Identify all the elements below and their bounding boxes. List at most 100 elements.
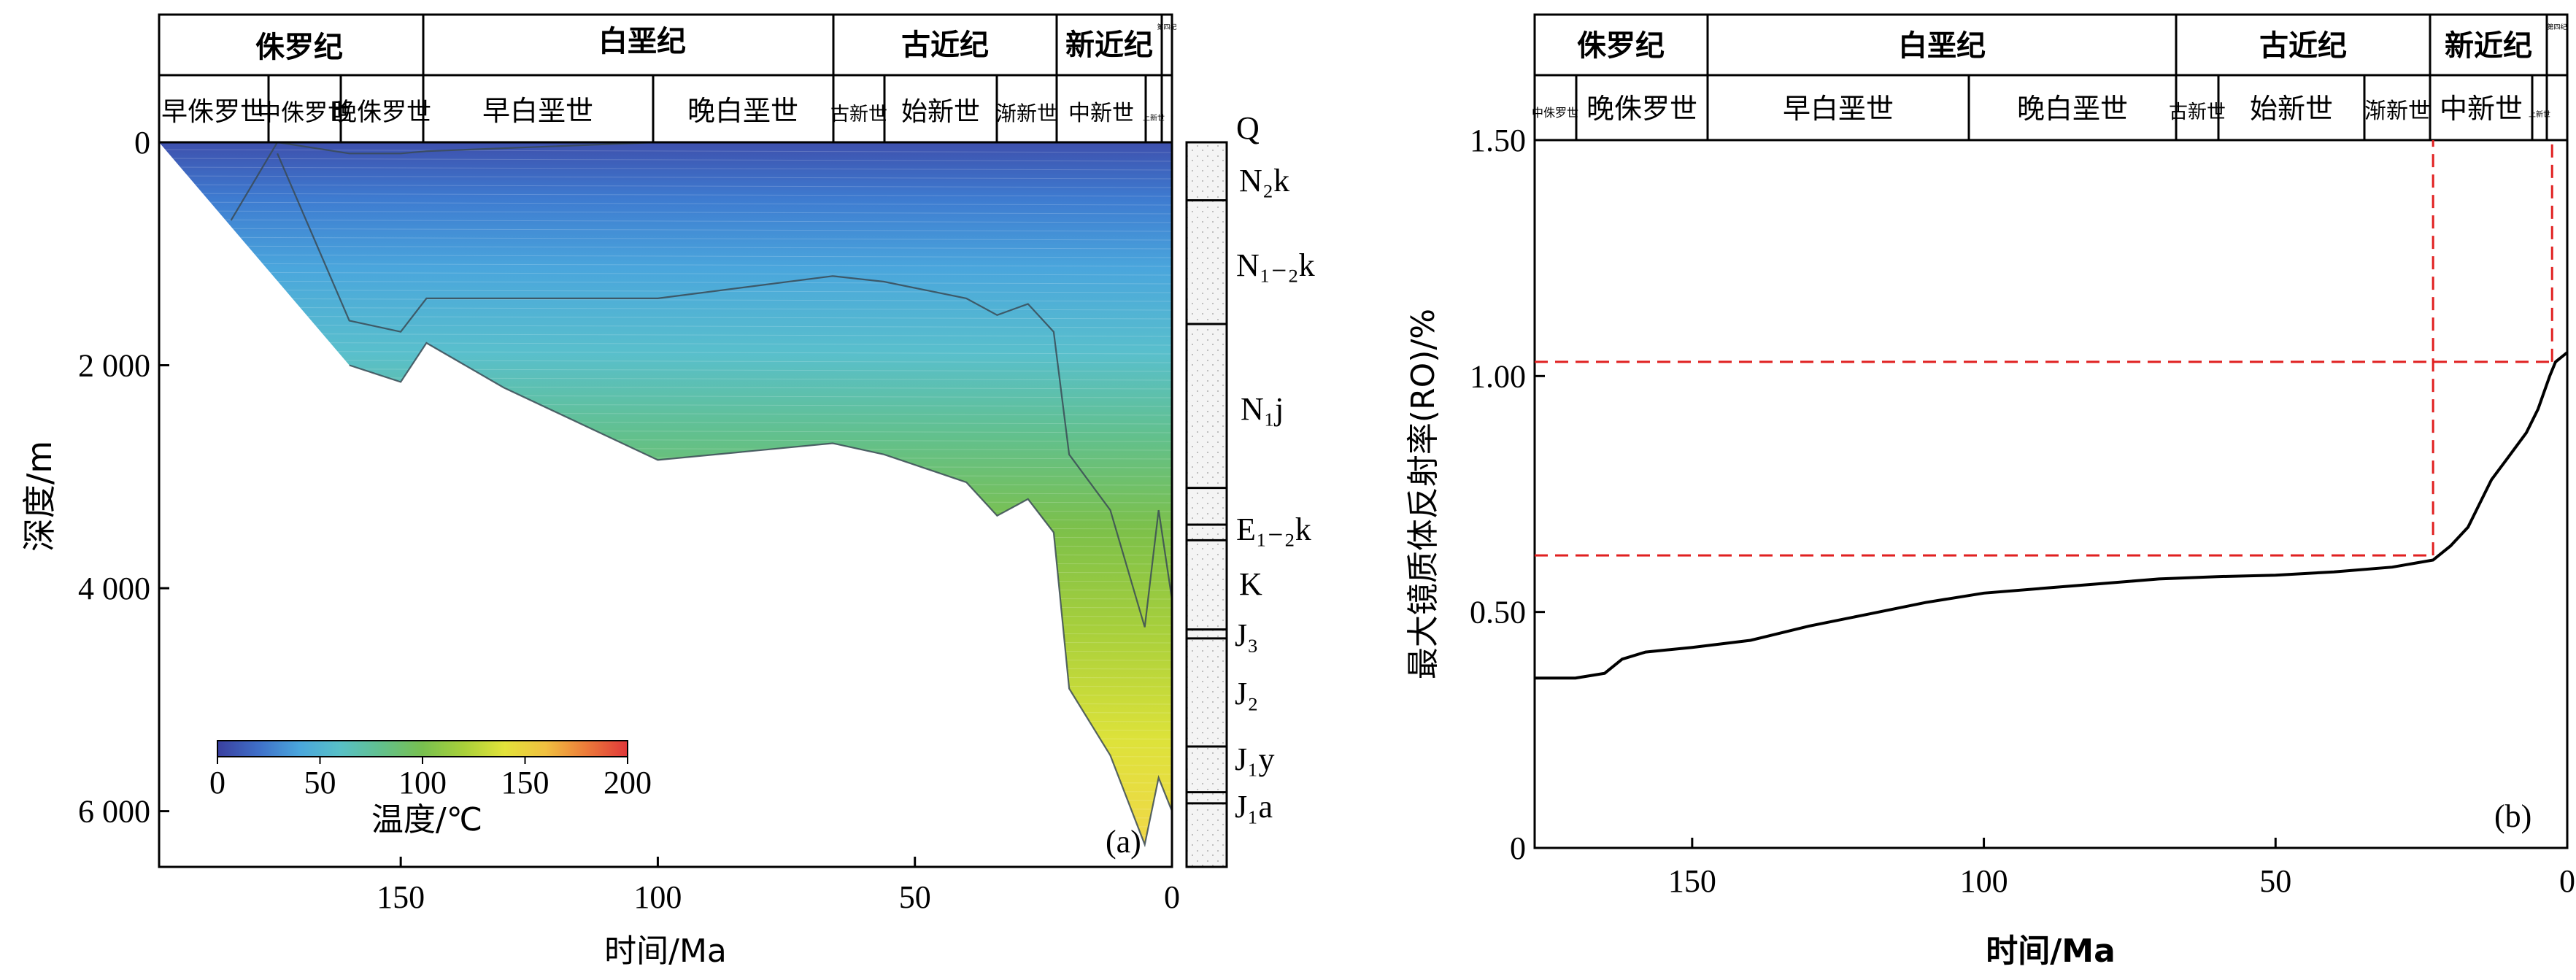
hatch-line — [159, 718, 1172, 722]
hatch-line — [159, 630, 1172, 635]
hatch-line — [159, 324, 1172, 328]
hatch-line — [159, 289, 1172, 293]
hatch-line — [159, 201, 1172, 206]
hatch-line — [159, 709, 1172, 714]
a-epoch-late-jurassic: 晚侏罗世 — [332, 98, 431, 127]
b-epoch-oligocene: 渐新世 — [2364, 99, 2430, 124]
hatch-line — [159, 543, 1172, 547]
b-period-jurassic: 侏罗纪 — [1577, 28, 1665, 63]
hatch-line — [159, 499, 1172, 503]
a-y-tick-label: 0 — [134, 125, 150, 161]
hatch-line — [159, 823, 1172, 827]
a-epoch-middle-jurassic: 中侏罗世 — [258, 99, 351, 126]
hatch-line — [159, 806, 1172, 810]
hatch-line — [159, 306, 1172, 311]
hatch-line — [159, 797, 1172, 801]
hatch-line — [159, 841, 1172, 845]
hatch-line — [159, 473, 1172, 477]
hatch-line — [159, 832, 1172, 836]
hatch-line — [159, 420, 1172, 425]
panel-a-frame — [158, 141, 1173, 868]
hatch-line — [159, 665, 1172, 670]
hatch-line — [159, 595, 1172, 600]
a-x-tick-label: 50 — [899, 879, 931, 915]
panel-b-x-axis-title: 时间/Ma — [1986, 933, 2116, 970]
formation-j1y: J₁y — [1235, 741, 1274, 777]
panel-a-label: (a) — [1106, 824, 1141, 860]
hatch-line — [159, 657, 1172, 661]
colorbar-tick-label: 100 — [398, 765, 447, 800]
hatch-line — [159, 394, 1172, 398]
formation-n2k: N₂k — [1239, 163, 1289, 198]
formation-j2: J₂ — [1235, 676, 1258, 711]
hatch-line — [159, 604, 1172, 609]
hatch-line — [159, 377, 1172, 381]
a-y-tick-label: 6 000 — [78, 794, 150, 830]
reference-lines — [1535, 140, 2553, 557]
a-period-quaternary: 第四纪 — [1157, 23, 1176, 31]
colorbar-title: 温度/℃ — [371, 801, 482, 838]
formation-q: Q — [1236, 110, 1260, 146]
burial-curve-2 — [277, 153, 1172, 628]
hatch-line — [159, 692, 1172, 696]
b-period-neogene: 新近纪 — [2445, 28, 2532, 63]
hatch-line — [159, 490, 1172, 495]
burial-curve-1 — [230, 142, 1172, 221]
a-epoch-late-cretaceous: 晚白垩世 — [687, 95, 798, 127]
hatch-line — [159, 569, 1172, 574]
b-x-tick-label: 100 — [1960, 863, 2008, 899]
b-epoch-miocene: 中新世 — [2440, 93, 2523, 125]
panel-a: 侏罗纪 白垩纪 古近纪 新近纪 第四纪 早侏罗世 中侏罗世 晚侏罗世 早白垩世 … — [20, 13, 1315, 970]
b-y-tick-label: 0.50 — [1470, 595, 1526, 630]
hatch-line — [159, 210, 1172, 215]
colorbar-gradient — [217, 740, 628, 757]
hatch-line — [159, 298, 1172, 302]
hatch-line — [159, 858, 1172, 863]
hatch-line — [159, 403, 1172, 407]
a-y-tick-label: 4 000 — [78, 571, 150, 606]
hatch-line — [159, 560, 1172, 565]
formation-e1-2k: E₁₋₂k — [1236, 512, 1311, 547]
hatch-line — [159, 184, 1172, 188]
hatch-line — [159, 771, 1172, 775]
formation-n1j: N₁j — [1241, 391, 1284, 427]
b-epoch-paleocene: 古新世 — [2169, 101, 2226, 123]
a-x-tick-label: 100 — [633, 879, 682, 915]
hatch-line — [159, 779, 1172, 784]
ro-curve — [1535, 351, 2569, 680]
formation-n1-2k: N₁₋₂k — [1236, 247, 1315, 283]
b-y-tick-label: 1.50 — [1470, 123, 1526, 158]
a-x-tick-label: 0 — [1164, 879, 1180, 915]
hatch-line — [159, 429, 1172, 433]
formation-j1a: J₁a — [1235, 789, 1273, 825]
hatch-line — [159, 342, 1172, 346]
hatch-line — [159, 788, 1172, 792]
temperature-hatching — [159, 149, 1172, 863]
hatch-line — [159, 814, 1172, 819]
hatch-line — [159, 447, 1172, 451]
hatch-line — [159, 674, 1172, 679]
a-epoch-eocene: 始新世 — [901, 97, 980, 127]
panel-a-x-axis-title: 时间/Ma — [604, 933, 727, 970]
formation-column: Q N₂k N₁₋₂k N₁j E₁₋₂k K J₃ J₂ J₁y J₁a — [1185, 110, 1315, 868]
hatch-line — [159, 701, 1172, 705]
hatch-line — [159, 166, 1172, 171]
b-y-tick-label: 0 — [1510, 830, 1526, 866]
b-epoch-eocene: 始新世 — [2250, 93, 2333, 125]
b-epoch-late-cretaceous: 晚白垩世 — [2017, 93, 2128, 125]
hatch-line — [159, 517, 1172, 521]
hatch-line — [159, 263, 1172, 267]
hatch-line — [159, 158, 1172, 162]
colorbar-ticks: 0 50 100 150 200 — [209, 757, 652, 800]
formation-boundaries — [1187, 141, 1227, 868]
b-period-cretaceous: 白垩纪 — [1898, 28, 1986, 63]
hatch-line — [159, 254, 1172, 258]
panel-a-x-ticks: 150 100 50 0 — [377, 857, 1180, 915]
hatch-line — [159, 622, 1172, 626]
hatch-line — [159, 613, 1172, 617]
b-period-quaternary: 第四纪 — [2547, 23, 2567, 31]
panel-b: 侏罗纪 白垩纪 古近纪 新近纪 第四纪 中侏罗世 晚侏罗世 早白垩世 晚白垩世 … — [1405, 13, 2575, 970]
hatch-line — [159, 359, 1172, 363]
b-y-tick-label: 1.00 — [1470, 358, 1526, 394]
hatch-line — [159, 552, 1172, 556]
